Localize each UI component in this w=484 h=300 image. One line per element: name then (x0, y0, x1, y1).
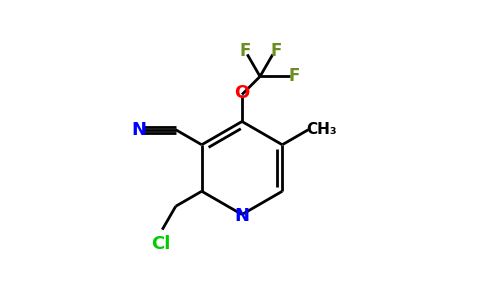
Text: N: N (132, 121, 147, 139)
Text: F: F (288, 68, 300, 85)
Text: CH₃: CH₃ (306, 122, 337, 137)
Text: F: F (239, 42, 251, 60)
Text: Cl: Cl (151, 235, 170, 253)
Text: O: O (234, 84, 250, 102)
Text: F: F (270, 42, 282, 60)
Text: N: N (235, 207, 249, 225)
